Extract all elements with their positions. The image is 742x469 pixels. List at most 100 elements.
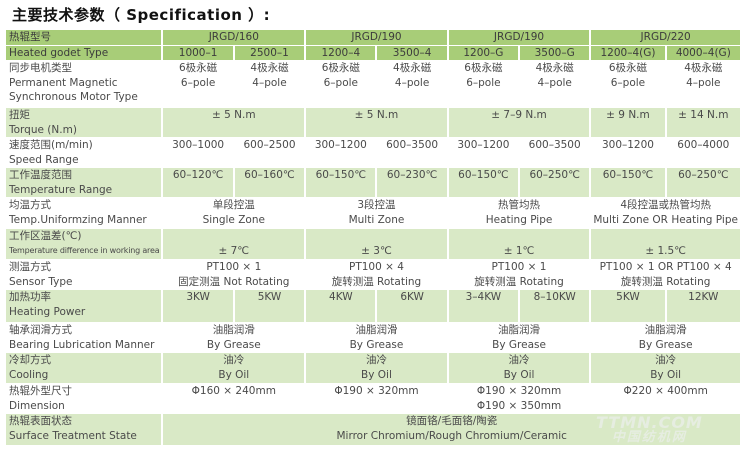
row-label-line: Speed Range <box>9 153 79 166</box>
spec-cell-line: 4极永磁 <box>250 62 289 74</box>
spec-cell: 3段控温 Multi Zone <box>306 198 447 228</box>
spec-cell-line: PT100 × 4 <box>348 261 404 273</box>
spec-row: 扭矩 Torque (N.m) ± 5 N.m ± 5 N.m ± 7–9 N.m ± 9… <box>6 108 740 137</box>
spec-cell: 60–250℃ <box>520 168 590 197</box>
row-label-line: 速度范围(m/min) <box>9 139 93 151</box>
spec-cell: 8–10KW <box>520 290 590 322</box>
spec-cell-line: ± 7℃ <box>218 244 250 257</box>
row-label-line: Torque (N.m) <box>9 123 77 136</box>
spec-cell-line: 旋转测温 Rotating <box>474 275 564 288</box>
row-label: 扭矩 Torque (N.m) <box>6 108 162 137</box>
spec-cell: 600–3500 <box>520 138 590 167</box>
spec-cell: 6极永磁 6–pole <box>306 61 376 107</box>
spec-cell-line: 1200–4(G) <box>600 46 656 59</box>
spec-cell-line: By Grease <box>638 338 693 351</box>
row-label-line: Bearing Lubrication Manner <box>9 338 155 351</box>
row-label-line: 热辊型号 <box>9 31 51 43</box>
spec-cell-line: ± 1.5℃ <box>645 244 686 257</box>
spec-cell-line: By Grease <box>206 338 261 351</box>
spec-cell-line: By Grease <box>492 338 546 351</box>
row-label-line: Heating Power <box>9 305 86 318</box>
spec-cell: 镜面铬/毛面铬/陶瓷 Mirror Chromium/Rough Chromium… <box>163 414 740 445</box>
row-label-line: Temp.Uniformzing Manner <box>9 213 147 226</box>
spec-row: 热辊表面状态 Surface Treatment State 镜面铬/毛面铬/陶瓷 M… <box>6 414 740 445</box>
spec-cell-line: 热管均热 <box>498 199 541 211</box>
spec-row: 工作区温差(℃) Temperature difference in workin… <box>6 229 740 259</box>
spec-cell-line: JRGD/190 <box>493 31 545 43</box>
spec-cell: ± 7–9 N.m <box>448 108 590 137</box>
specification-table: 热辊型号 JRGD/160 JRGD/190 JRGD/190 JRGD/220 Heat… <box>4 29 742 446</box>
spec-cell-line: 600–3500 <box>528 139 581 151</box>
spec-cell: ± 3℃ <box>306 229 447 259</box>
spec-cell: 油冷 By Oil <box>306 353 447 383</box>
spec-cell: ± 5 N.m <box>163 108 305 137</box>
spec-cell: 12KW <box>666 290 740 322</box>
row-label-line: 轴承润滑方式 <box>9 324 72 336</box>
spec-cell: 60–120℃ <box>163 168 233 197</box>
spec-cell-line: 旋转测温 Rotating <box>620 275 711 288</box>
row-label-line: Cooling <box>9 368 49 381</box>
spec-cell: 1200–4 <box>306 45 376 60</box>
spec-cell-line: 4000–4(G) <box>675 46 731 59</box>
row-label: 冷却方式 Cooling <box>6 353 162 383</box>
spec-cell-line: 3–4KW <box>465 291 502 303</box>
spec-cell: 油脂润滑 By Grease <box>163 323 305 352</box>
spec-cell-line: 60–150℃ <box>602 169 654 181</box>
spec-row: 测温方式 Sensor Type PT100 × 1 固定测温 Not Rotatin… <box>6 260 740 289</box>
spec-cell-line: 6–pole <box>180 76 216 89</box>
row-label-line: Sensor Type <box>9 275 73 288</box>
spec-cell: Φ220 × 400mm <box>591 384 740 413</box>
spec-cell-line: 60–150℃ <box>315 169 367 181</box>
spec-cell-line: 5KW <box>616 291 640 303</box>
spec-cell: 单段控温 Single Zone <box>163 198 305 228</box>
spec-cell-line: 300–1200 <box>457 139 510 151</box>
spec-cell-line: PT100 × 1 OR PT100 × 4 <box>599 261 732 273</box>
spec-cell: 1200–4(G) <box>591 45 665 60</box>
spec-cell-line: 单段控温 <box>212 199 255 211</box>
spec-cell-line: 60–250℃ <box>678 169 729 181</box>
spec-cell-line: 60–250℃ <box>529 169 580 181</box>
spec-cell-line: 4–pole <box>537 76 572 89</box>
spec-cell: ± 1℃ <box>448 229 590 259</box>
spec-cell: 60–230℃ <box>377 168 447 197</box>
spec-cell-line: Φ160 × 240mm <box>191 385 276 397</box>
spec-cell-line: 6–pole <box>610 76 646 89</box>
spec-cell: 4段控温或热管均热 Multi Zone OR Heating Pipe <box>591 198 740 228</box>
row-label-line: Heated godet Type <box>9 46 109 59</box>
spec-cell-line: Φ190 × 320mm <box>476 385 562 397</box>
spec-cell: 3KW <box>163 290 233 322</box>
spec-cell: 60–250℃ <box>666 168 740 197</box>
spec-cell: 4KW <box>306 290 376 322</box>
spec-cell-line: 油脂润滑 <box>498 324 541 336</box>
row-label-line: 扭矩 <box>9 109 30 121</box>
spec-cell-line: Heating Pipe <box>485 213 553 226</box>
spec-cell-line: 4–pole <box>252 76 287 89</box>
spec-cell: 6极永磁 6–pole <box>448 61 519 107</box>
row-label: 均温方式 Temp.Uniformzing Manner <box>6 198 162 228</box>
row-label-line: 均温方式 <box>9 199 51 211</box>
spec-cell-line: 4KW <box>329 291 353 303</box>
spec-cell: Φ190 × 320mm <box>306 384 447 413</box>
spec-cell-line <box>593 229 738 244</box>
row-label: 热辊外型尺寸 Dimension <box>6 384 162 413</box>
row-label-line: 同步电机类型 <box>9 62 72 74</box>
spec-cell-line: 油脂润滑 <box>212 324 255 336</box>
spec-cell-line: 60–150℃ <box>458 169 509 181</box>
row-label-line: 热辊表面状态 <box>9 415 72 427</box>
spec-cell-line: 4极永磁 <box>684 62 723 74</box>
spec-cell: 油脂润滑 By Grease <box>306 323 447 352</box>
spec-cell-line: 6极永磁 <box>179 62 218 74</box>
spec-cell: ± 14 N.m <box>666 108 740 137</box>
spec-cell-line: ± 1℃ <box>503 244 535 257</box>
spec-cell: Φ190 × 320mm Φ190 × 350mm <box>448 384 590 413</box>
spec-cell-line: 6KW <box>400 291 424 303</box>
spec-cell: JRGD/220 <box>591 30 740 45</box>
spec-cell-line: 旋转测温 Rotating <box>331 275 422 288</box>
spec-cell: 2500–1 <box>234 45 305 60</box>
row-label-line: 工作温度范围 <box>9 169 72 181</box>
spec-cell-line: 1000–1 <box>178 46 218 59</box>
spec-cell: 1000–1 <box>163 45 233 60</box>
spec-cell-line: 油冷 <box>508 354 530 366</box>
spec-cell-line: 3500–G <box>534 46 575 59</box>
watermark-line1: TTMN.COM <box>596 413 703 432</box>
